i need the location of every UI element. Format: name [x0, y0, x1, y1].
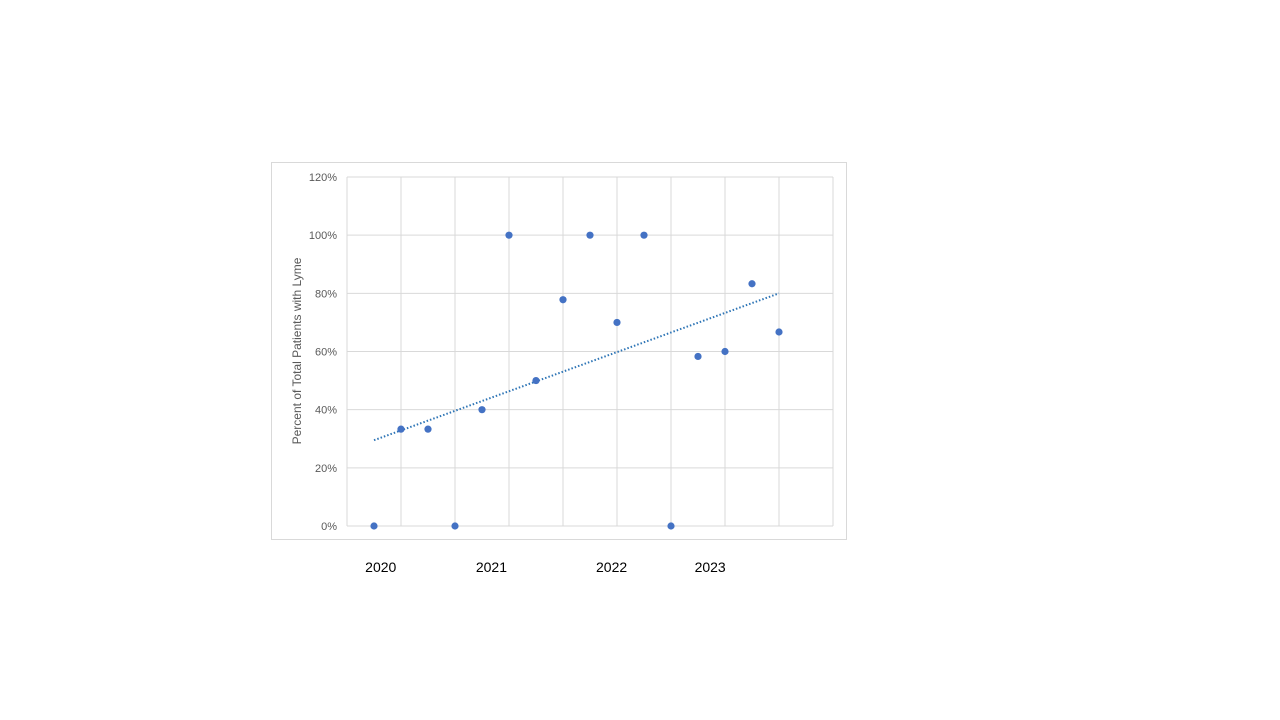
data-point	[694, 352, 702, 361]
data-points	[370, 231, 783, 530]
y-tick-label: 0%	[321, 521, 337, 533]
y-tick-label: 120%	[309, 172, 337, 184]
x-year-label: 2022	[596, 559, 628, 575]
data-point	[613, 318, 621, 327]
data-point	[775, 328, 783, 336]
data-point	[397, 425, 405, 433]
data-point	[586, 231, 594, 239]
x-year-label: 2023	[694, 559, 726, 575]
y-tick-label: 60%	[315, 347, 337, 359]
data-point	[505, 231, 513, 239]
data-point	[667, 522, 675, 530]
y-tick-label: 80%	[315, 288, 337, 300]
y-axis-label: Percent of Total Patients with Lyme	[290, 257, 304, 444]
data-point	[370, 522, 378, 530]
x-year-label: 2020	[365, 559, 397, 575]
data-point	[478, 406, 486, 414]
trendline	[373, 292, 780, 442]
y-tick-label: 40%	[315, 405, 337, 417]
trendline-group	[373, 292, 780, 442]
x-year-label: 2021	[475, 559, 508, 575]
y-tick-label: 20%	[315, 463, 337, 475]
grid-lines	[346, 176, 834, 527]
data-point	[640, 231, 648, 239]
y-tick-label: 100%	[309, 230, 337, 242]
data-point	[748, 280, 756, 288]
data-point	[532, 376, 540, 385]
data-point	[451, 522, 459, 530]
data-point	[721, 347, 729, 356]
data-point	[559, 296, 567, 304]
y-axis-ticks: 0% 20% 40% 60% 80% 100% 120%	[309, 172, 337, 533]
data-point	[424, 425, 432, 433]
